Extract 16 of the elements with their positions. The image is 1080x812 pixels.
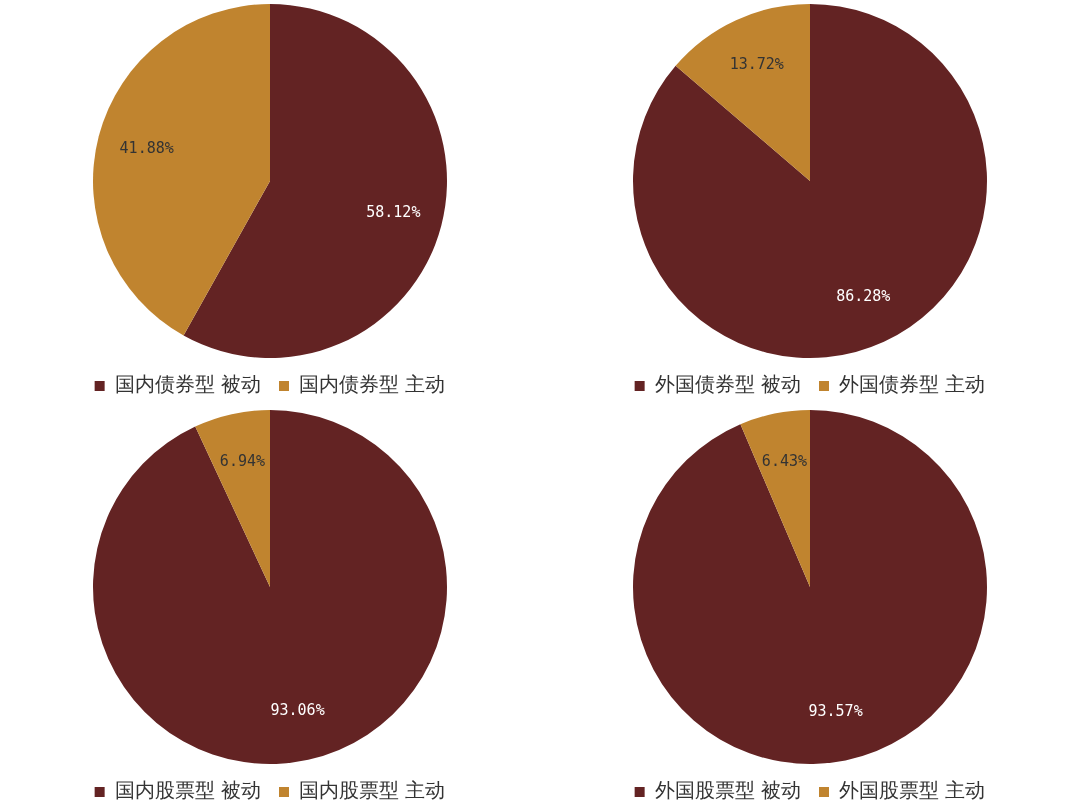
legend-label: 外国债券型 被动: [654, 372, 801, 397]
legend-label: 外国债券型 主动: [839, 372, 986, 397]
data-label: 86.28%: [836, 286, 891, 305]
data-label: 6.43%: [761, 452, 808, 471]
data-label: 41.88%: [119, 138, 174, 157]
legend-label: 外国股票型 主动: [839, 778, 986, 803]
data-label: 6.94%: [219, 452, 266, 471]
legend-label: 国内债券型 主动: [299, 372, 446, 397]
data-label: 13.72%: [729, 55, 784, 74]
data-label: 58.12%: [366, 203, 421, 222]
legend-label: 国内债券型 被动: [114, 372, 261, 397]
data-label: 93.06%: [270, 701, 325, 720]
legend-label: 外国股票型 被动: [654, 778, 801, 803]
legend-label: 国内股票型 主动: [299, 778, 446, 803]
data-label: 93.57%: [808, 701, 863, 720]
legend-label: 国内股票型 被动: [114, 778, 261, 803]
